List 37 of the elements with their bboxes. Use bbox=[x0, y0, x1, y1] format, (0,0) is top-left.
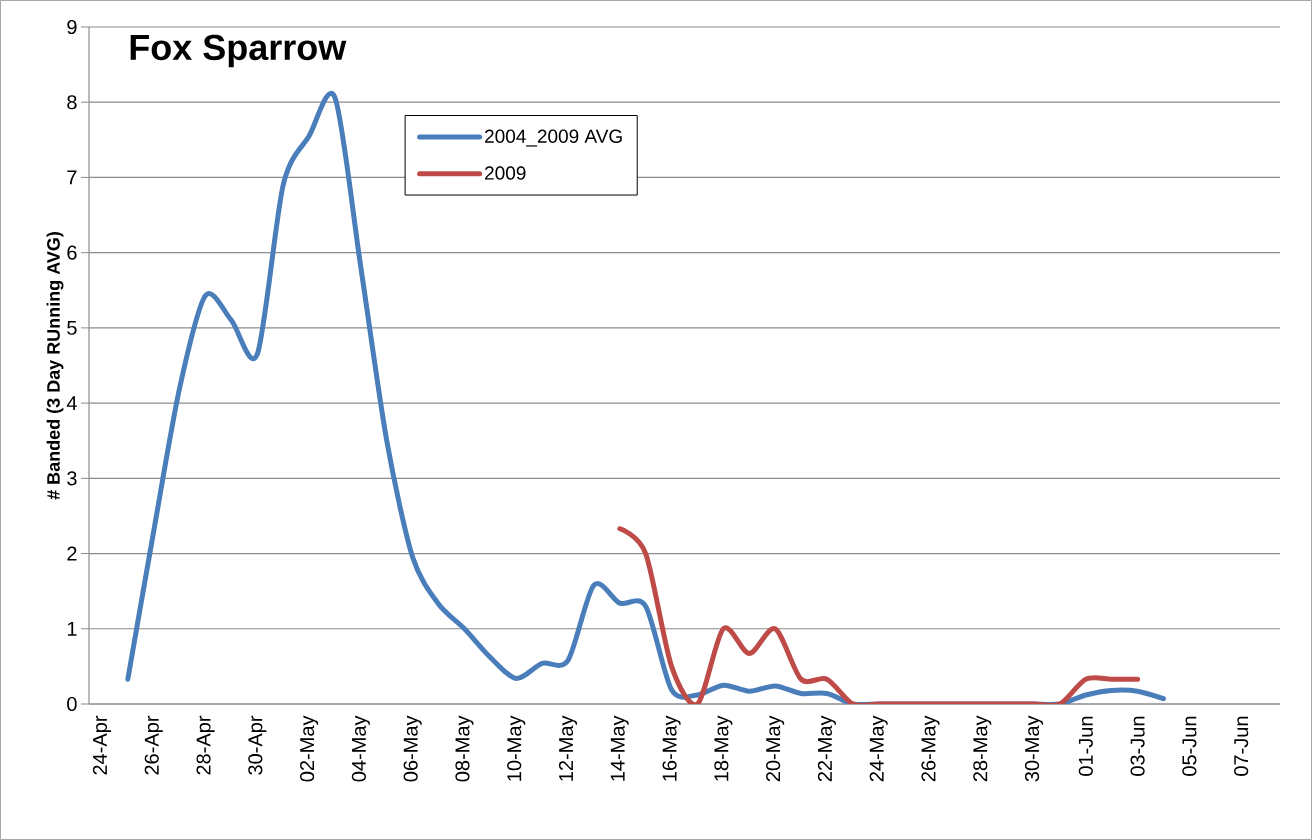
x-tick-label: 14-May bbox=[610, 715, 629, 781]
x-tick-label: 24-Apr bbox=[92, 715, 112, 775]
x-tick-label: 01-Jun bbox=[1078, 716, 1093, 776]
y-tick-label: 6 bbox=[67, 245, 77, 260]
x-tick-label: 08-May bbox=[455, 715, 474, 782]
y-tick-label: 5 bbox=[67, 320, 77, 335]
x-tick-label: 30-Apr bbox=[248, 715, 267, 775]
y-tick-label: 1 bbox=[67, 621, 77, 636]
x-tick-label: 22-May bbox=[817, 715, 836, 782]
x-tick-label: 07-Jun bbox=[1234, 716, 1249, 776]
legend-label: 2004_2009 AVG bbox=[485, 129, 622, 147]
y-tick-label: 4 bbox=[66, 396, 77, 410]
x-tick-label: 05-Jun bbox=[1182, 716, 1197, 776]
x-tick-label: 24-May bbox=[869, 715, 888, 782]
y-tick-label: 0 bbox=[67, 696, 77, 712]
x-tick-label: 10-May bbox=[507, 715, 526, 781]
x-tick-label: 04-May bbox=[351, 715, 370, 782]
x-tick-label: 28-Apr bbox=[196, 715, 215, 775]
y-tick-label: 9 bbox=[67, 19, 77, 35]
y-tick-label: 3 bbox=[67, 471, 77, 486]
x-tick-label: 18-May bbox=[714, 715, 733, 781]
x-tick-label: 06-May bbox=[403, 715, 422, 782]
y-tick-label: 8 bbox=[67, 95, 77, 110]
x-tick-label: 02-May bbox=[300, 715, 319, 782]
y-tick-label: 2 bbox=[67, 546, 77, 561]
chart-title: Fox Sparrow bbox=[130, 34, 347, 68]
y-tick-label: 7 bbox=[67, 170, 77, 185]
y-axis-title: # Banded (3 Day RUnning AVG) bbox=[46, 232, 64, 500]
x-tick-label: 12-May bbox=[558, 715, 578, 781]
x-tick-label: 20-May bbox=[766, 715, 785, 782]
x-tick-label: 16-May bbox=[662, 715, 681, 781]
x-tick-label: 26-Apr bbox=[144, 715, 163, 775]
x-tick-label: 03-Jun bbox=[1130, 716, 1145, 776]
x-tick-label: 28-May bbox=[973, 715, 992, 782]
x-tick-label: 26-May bbox=[921, 715, 940, 782]
legend-label: 2009 bbox=[485, 166, 526, 180]
x-tick-label: 30-May bbox=[1024, 715, 1044, 782]
